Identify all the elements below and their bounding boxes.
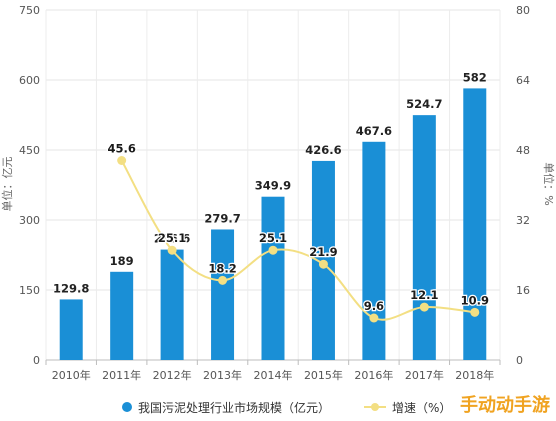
growth-value-label: 18.2: [208, 261, 236, 275]
legend-bar-label: 我国污泥处理行业市场规模（亿元）: [138, 400, 331, 415]
bar: [59, 299, 83, 360]
bar: [110, 271, 134, 360]
x-tick-label: 2012年: [153, 368, 192, 382]
right-axis: 0 16 32 48 64 80: [516, 4, 530, 367]
bar-value-label: 524.7: [406, 97, 442, 111]
bar-value-label: 129.8: [53, 281, 89, 295]
x-tick-label: 2015年: [304, 368, 343, 382]
left-axis: 0 150 300 450 600 750: [19, 4, 40, 367]
watermark-logo: 手动动手游: [460, 395, 550, 416]
grid-lines: [45, 9, 501, 361]
right-tick-label: 16: [516, 284, 530, 297]
growth-point: [218, 275, 228, 285]
left-tick-label: 150: [19, 284, 40, 297]
x-tick-label: 2017年: [405, 368, 444, 382]
growth-value-label: 25.1: [158, 231, 186, 245]
bar: [160, 249, 184, 360]
x-tick-label: 2018年: [455, 368, 494, 382]
left-tick-label: 750: [19, 4, 40, 17]
x-tick-label: 2014年: [254, 368, 293, 382]
growth-value-label: 45.6: [107, 142, 135, 156]
legend-line-swatch: [364, 402, 387, 412]
bar: [362, 141, 386, 360]
right-tick-label: 48: [516, 144, 530, 157]
data-labels: 129.8 189 236.6 279.7 349.9 426.6 467.6 524.7 58…: [53, 70, 490, 314]
bar: [261, 196, 285, 360]
bar-series: [59, 88, 487, 361]
x-tick-label: 2013年: [203, 368, 242, 382]
bar: [211, 229, 235, 360]
growth-value-label: 25.1: [259, 231, 287, 245]
x-tick-label: 2016年: [354, 368, 393, 382]
growth-point: [470, 307, 480, 317]
bar-value-label: 349.9: [255, 179, 291, 193]
bar: [412, 115, 436, 360]
bar-value-label: 426.6: [305, 143, 341, 157]
left-tick-label: 300: [19, 214, 40, 227]
bar-value-label: 279.7: [204, 211, 240, 225]
x-axis: 2010年 2011年 2012年 2013年 2014年 2015年 2016年 2017年…: [45, 359, 501, 382]
right-tick-label: 80: [516, 4, 530, 17]
bar-value-label: 189: [110, 254, 134, 268]
legend: 我国污泥处理行业市场规模（亿元） 增速（%）: [122, 398, 485, 416]
x-tick-label: 2010年: [52, 368, 91, 382]
bar-value-label: 467.6: [356, 124, 392, 138]
growth-point: [268, 245, 278, 255]
right-tick-label: 0: [516, 354, 523, 367]
growth-point: [318, 259, 328, 269]
bar-value-label: 236.6: [154, 232, 190, 246]
growth-point: [369, 313, 379, 323]
bar-value-label: 582: [463, 70, 487, 84]
growth-point: [167, 245, 177, 255]
right-tick-label: 32: [516, 214, 530, 227]
legend-bar-swatch: [122, 402, 132, 412]
right-axis-title: 单位：%: [542, 162, 556, 205]
line-series: [117, 156, 480, 323]
right-tick-label: 64: [516, 74, 530, 87]
growth-value-label: 21.9: [309, 245, 337, 259]
growth-point: [117, 156, 127, 165]
x-tick-label: 2011年: [102, 368, 141, 382]
legend-item-market-size: 我国污泥处理行业市场规模（亿元）: [122, 399, 330, 416]
legend-line-label: 增速（%）: [392, 400, 452, 415]
growth-point: [419, 302, 429, 312]
left-tick-label: 450: [19, 144, 40, 157]
bar: [463, 88, 487, 361]
legend-item-growth: 增速（%）: [364, 399, 451, 416]
left-axis-title: 单位：亿元: [0, 157, 14, 212]
left-tick-label: 0: [33, 354, 40, 367]
left-tick-label: 600: [19, 74, 40, 87]
growth-value-label: 9.6: [364, 299, 384, 313]
growth-value-label: 10.9: [461, 293, 489, 307]
growth-value-label: 12.1: [410, 288, 438, 302]
